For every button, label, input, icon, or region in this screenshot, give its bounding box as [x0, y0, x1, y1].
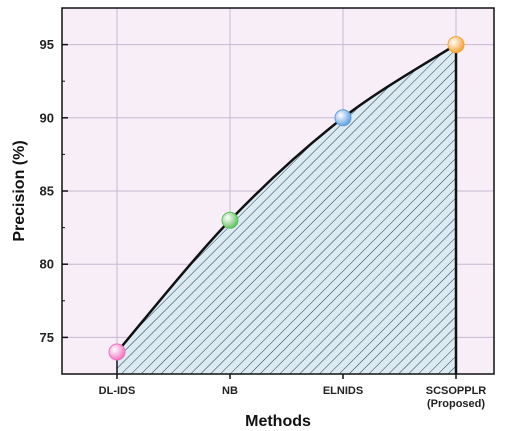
y-tick-label: 85	[40, 184, 54, 199]
x-axis-title: Methods	[245, 413, 311, 430]
y-axis-title: Precision (%)	[11, 140, 28, 241]
x-tick-label: DL-IDS	[99, 385, 136, 397]
data-point-scsopplr	[447, 36, 465, 54]
x-tick-label: NB	[222, 385, 238, 397]
y-tick-label: 80	[40, 257, 54, 272]
y-axis: 75 80 85 90 95	[40, 7, 68, 375]
area-hatch	[117, 44, 456, 374]
y-tick-label: 90	[40, 110, 54, 125]
y-tick-label: 75	[40, 330, 54, 345]
data-point-nb	[221, 211, 239, 229]
series-line	[116, 43, 457, 353]
y-tick-label: 95	[40, 37, 54, 52]
x-axis: DL-IDS NB ELNIDS SCSOPPLR(Proposed)	[99, 374, 487, 410]
x-tick-sublabel: (Proposed)	[427, 398, 485, 410]
x-tick-label: ELNIDS	[323, 385, 363, 397]
data-point-dl-ids	[108, 343, 126, 361]
data-point-elnids	[334, 109, 352, 127]
x-tick-label: SCSOPPLR	[426, 385, 487, 397]
data-markers	[108, 36, 465, 361]
